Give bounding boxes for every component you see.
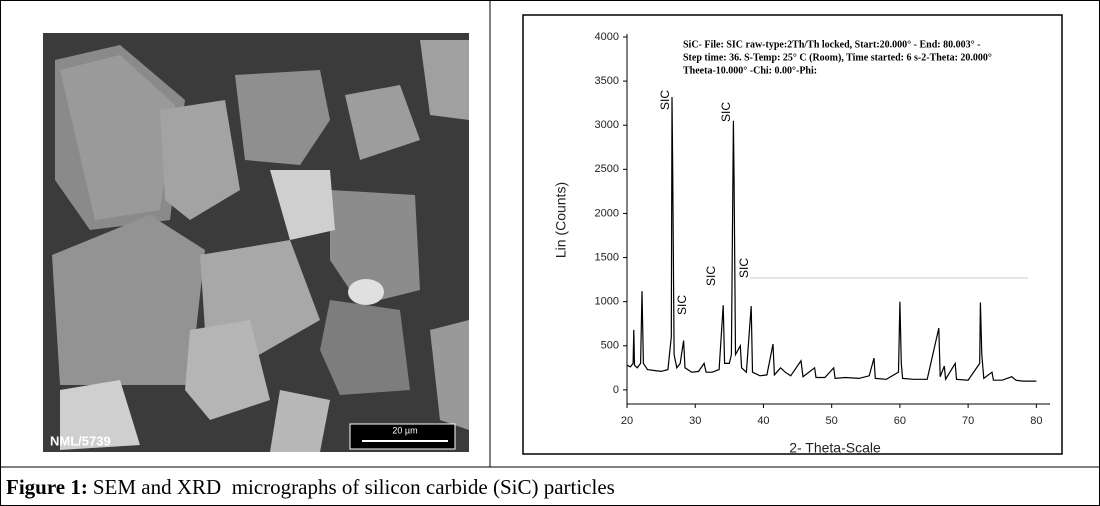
y-axis-label: Lin (Counts) <box>553 182 569 258</box>
x-tick-label: 80 <box>1030 415 1042 427</box>
x-tick-label: 60 <box>894 415 906 427</box>
x-tick-label: 30 <box>689 415 701 427</box>
annotation: SiC- File: SIC raw-type:2Th/Th locked, S… <box>683 39 980 50</box>
y-tick-label: 0 <box>613 384 619 396</box>
y-tick-label: 3500 <box>595 75 619 87</box>
peak-label: SIC <box>675 295 689 315</box>
peak-label: SIC <box>719 102 733 122</box>
caption: Figure 1:SEM and XRD micrographs of sili… <box>6 475 615 499</box>
scale-bar-label: 20 µm <box>392 425 417 435</box>
annotation: Step time: 36. S-Temp: 25° C (Room), Tim… <box>683 52 992 63</box>
y-tick-label: 4000 <box>595 31 619 43</box>
xrd-line <box>627 97 1036 381</box>
sem-image: 20 µm NML/5739 <box>43 33 469 452</box>
y-tick-label: 1000 <box>595 296 619 308</box>
annotation: Theeta-10.000° -Chi: 0.00°-Phi: <box>683 65 817 76</box>
peak-label: SIC <box>737 258 751 278</box>
x-tick-label: 20 <box>621 415 633 427</box>
peak-label: SIC <box>658 90 672 110</box>
x-tick-label: 50 <box>826 415 838 427</box>
y-tick-label: 1500 <box>595 251 619 263</box>
x-tick-label: 70 <box>962 415 974 427</box>
y-tick-label: 3000 <box>595 119 619 131</box>
caption-text: SEM and XRD micrographs of silicon carbi… <box>93 475 615 499</box>
peak-label: SIC <box>704 266 718 286</box>
image-label: NML/5739 <box>50 433 111 448</box>
y-tick-label: 2000 <box>595 207 619 219</box>
x-axis-label: 2- Theta-Scale <box>789 440 881 456</box>
y-tick-label: 2500 <box>595 163 619 175</box>
y-tick-label: 500 <box>601 340 619 352</box>
x-tick-label: 40 <box>757 415 769 427</box>
caption-label: Figure 1: <box>6 475 88 499</box>
figure-page: 20 µm NML/5739 SiC- File: SIC raw-type:2… <box>0 0 1100 506</box>
